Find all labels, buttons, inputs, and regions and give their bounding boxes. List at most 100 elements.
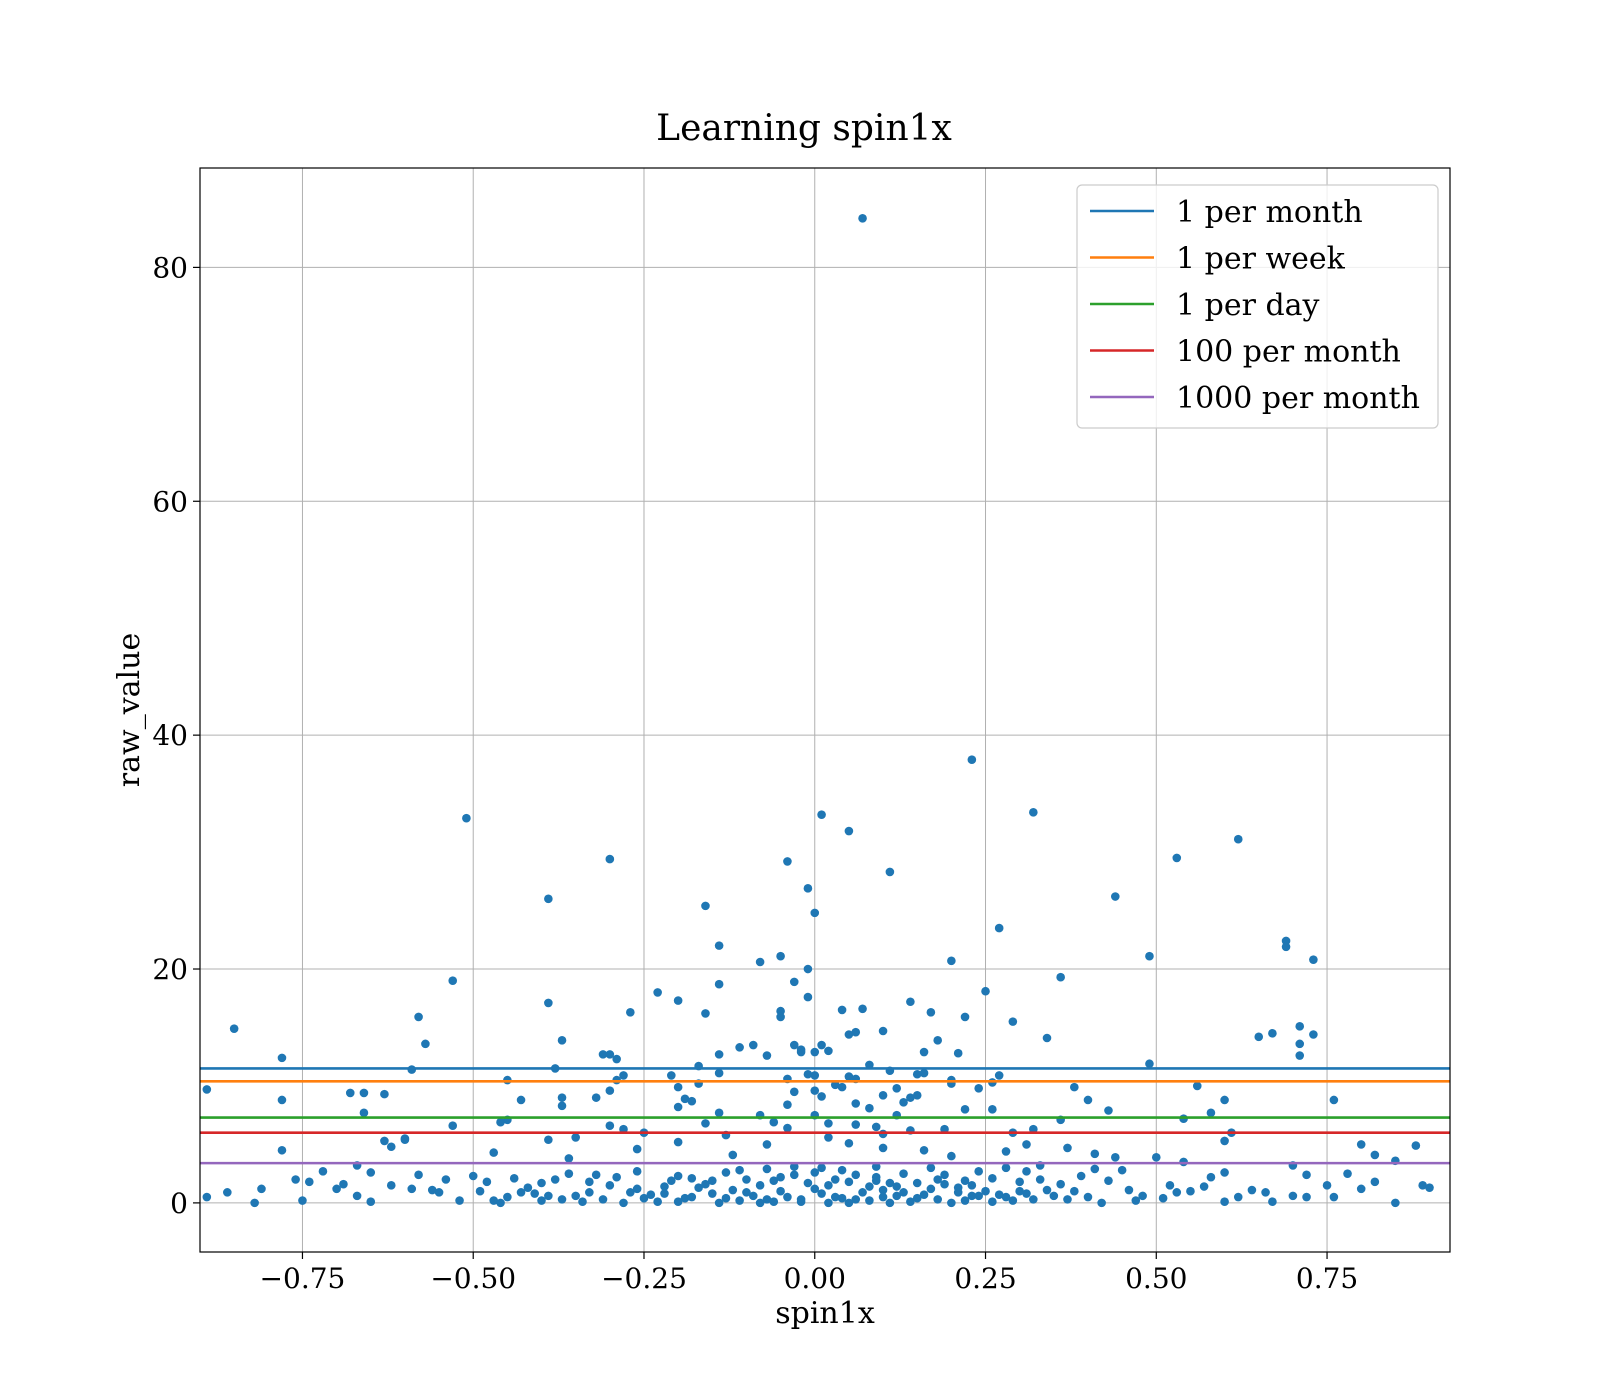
data-point: [789, 1087, 799, 1097]
data-point: [926, 1163, 936, 1173]
data-point: [789, 1162, 799, 1171]
data-point: [229, 1024, 239, 1033]
data-point: [605, 854, 615, 864]
data-point: [1070, 1082, 1079, 1092]
data-point: [851, 1099, 861, 1108]
data-point: [626, 1188, 635, 1197]
data-point: [926, 1184, 936, 1194]
data-point: [489, 1196, 499, 1205]
data-point: [386, 1142, 396, 1152]
data-point: [714, 1050, 724, 1059]
data-point: [1049, 1191, 1059, 1201]
data-point: [632, 1167, 642, 1176]
data-point: [277, 1095, 287, 1105]
data-point: [1104, 1176, 1113, 1185]
data-point: [824, 1119, 833, 1128]
data-point: [564, 1169, 574, 1178]
legend-box: [1076, 184, 1439, 429]
data-point: [755, 957, 765, 967]
legend-label: 100 per month: [1176, 335, 1401, 370]
data-point: [639, 1193, 649, 1203]
data-point: [1138, 1191, 1147, 1201]
data-point: [694, 1183, 703, 1192]
data-point: [735, 1196, 744, 1205]
data-point: [687, 1192, 697, 1202]
data-point: [544, 894, 553, 904]
data-point: [489, 1148, 499, 1157]
data-point: [1206, 1172, 1216, 1182]
data-point: [612, 1172, 621, 1182]
data-point: [1056, 972, 1065, 982]
data-point: [202, 1085, 212, 1094]
data-point: [844, 1030, 854, 1039]
data-point: [1172, 1188, 1182, 1197]
data-point: [776, 951, 785, 961]
data-point: [810, 1184, 820, 1194]
data-point: [1151, 1152, 1161, 1162]
data-point: [933, 1195, 943, 1204]
data-point: [871, 1162, 881, 1171]
data-point: [537, 1196, 546, 1205]
data-point: [783, 1192, 792, 1202]
data-point: [892, 1083, 902, 1093]
data-point: [947, 1198, 956, 1208]
data-point: [912, 1193, 922, 1203]
data-point: [762, 1164, 772, 1174]
data-point: [817, 1092, 826, 1101]
data-point: [673, 1102, 683, 1112]
data-point: [1001, 1163, 1011, 1173]
data-point: [1295, 1039, 1305, 1049]
data-point: [366, 1197, 376, 1207]
data-point: [1063, 1143, 1072, 1153]
data-point: [345, 1088, 355, 1098]
data-point: [871, 1122, 881, 1132]
data-point: [673, 1137, 683, 1147]
data-point: [257, 1184, 266, 1194]
data-point: [1111, 892, 1120, 901]
data-point: [304, 1177, 314, 1187]
data-point: [796, 1197, 806, 1207]
chart-title: Learning spin1x: [656, 108, 952, 149]
data-point: [1111, 1152, 1120, 1162]
data-point: [380, 1089, 389, 1099]
data-point: [591, 1093, 601, 1102]
data-point: [1295, 1051, 1305, 1060]
data-point: [940, 1170, 949, 1180]
data-point: [605, 1181, 615, 1190]
data-point: [748, 1191, 758, 1201]
data-point: [755, 1198, 765, 1208]
data-point: [660, 1189, 669, 1198]
data-point: [250, 1198, 259, 1208]
data-point: [386, 1181, 396, 1190]
data-point: [728, 1150, 738, 1160]
data-point: [407, 1184, 417, 1194]
data-point: [1268, 1029, 1277, 1038]
data-point: [660, 1182, 669, 1191]
legend-label: 1000 per month: [1176, 381, 1420, 416]
data-point: [817, 1163, 826, 1173]
data-point: [899, 1098, 908, 1107]
data-point: [803, 1069, 813, 1079]
data-point: [202, 1192, 212, 1202]
data-point: [810, 1086, 820, 1095]
data-point: [906, 1093, 915, 1102]
data-point: [1145, 1059, 1154, 1069]
y-tick-label: 80: [152, 251, 188, 284]
data-point: [544, 998, 553, 1008]
data-point: [803, 964, 813, 974]
legend-label: 1 per day: [1176, 288, 1320, 323]
data-point: [414, 1170, 423, 1180]
data-point: [837, 1005, 847, 1015]
data-point: [673, 1082, 683, 1092]
data-point: [837, 1165, 847, 1175]
data-point: [735, 1165, 744, 1175]
data-point: [414, 1012, 423, 1022]
data-point: [783, 1100, 792, 1109]
data-point: [1008, 1017, 1018, 1026]
data-point: [496, 1198, 505, 1208]
data-point: [714, 941, 724, 950]
data-point: [291, 1175, 300, 1184]
data-point: [605, 1086, 615, 1095]
data-point: [789, 1170, 799, 1180]
data-point: [817, 1040, 826, 1050]
